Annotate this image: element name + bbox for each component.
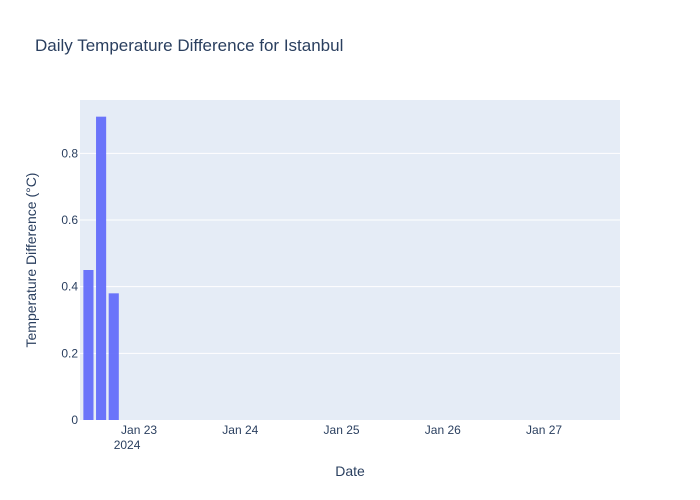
gridlines: [80, 152, 620, 354]
bar: [83, 270, 94, 420]
y-tick-label: 0.8: [61, 146, 78, 160]
x-tick-label: Jan 24: [222, 423, 258, 437]
plot-area: [80, 100, 620, 420]
x-axis-title: Date: [335, 463, 365, 479]
x-tick-label: Jan 25: [324, 423, 360, 437]
x-tick-label: Jan 26: [425, 423, 461, 437]
chart-title: Daily Temperature Difference for Istanbu…: [35, 36, 343, 55]
y-tick-label: 0.4: [61, 280, 78, 294]
x-tick-year-label: 2024: [114, 438, 141, 452]
y-tick-label: 0: [71, 413, 78, 427]
bar: [108, 293, 119, 420]
y-axis-title: Temperature Difference (°C): [23, 173, 39, 348]
x-tick-label: Jan 27: [526, 423, 562, 437]
y-tick-label: 0.2: [61, 346, 78, 360]
y-axis-ticks: 0 0.2 0.4 0.6 0.8: [61, 146, 78, 427]
x-tick-label: Jan 23: [121, 423, 157, 437]
bars: [83, 116, 119, 421]
y-tick-label: 0.6: [61, 213, 78, 227]
bar: [96, 116, 107, 421]
